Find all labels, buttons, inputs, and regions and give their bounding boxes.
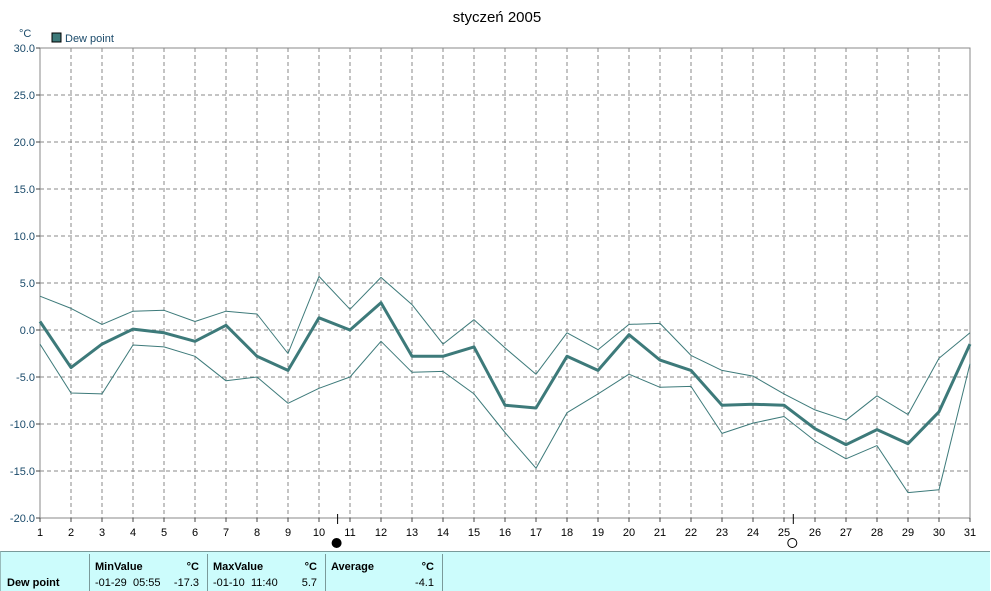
- x-tick-label: 3: [99, 527, 105, 539]
- stat-max: MaxValue °C -01-10 11:40 5.7: [208, 552, 325, 591]
- x-tick-label: 11: [344, 527, 355, 539]
- x-tick-label: 2: [68, 527, 74, 539]
- x-tick-label: 12: [375, 527, 387, 539]
- new-moon-icon: [787, 538, 798, 548]
- stats-panel: Dew point MinValue °C -01-29 05:55 -17.3…: [0, 551, 990, 591]
- avg-label: Average: [331, 561, 375, 573]
- x-tick-label: 10: [313, 527, 325, 539]
- legend-swatch: [51, 32, 62, 43]
- y-tick-label: 20.0: [14, 137, 35, 149]
- full-moon-icon: [331, 538, 342, 548]
- avg-value: -4.1: [415, 577, 434, 589]
- x-tick-label: 9: [285, 527, 291, 539]
- stat-average: Average °C -4.1: [326, 552, 442, 591]
- y-axis-unit: °C: [19, 28, 31, 40]
- x-tick-label: 14: [437, 527, 449, 539]
- x-tick-label: 19: [592, 527, 604, 539]
- x-tick-label: 13: [406, 527, 418, 539]
- x-tick-label: 8: [254, 527, 260, 539]
- series-line-max: [39, 275, 971, 421]
- min-time: 05:55: [133, 577, 161, 589]
- y-tick-label: -5.0: [16, 372, 35, 384]
- x-tick-label: 29: [902, 527, 914, 539]
- x-tick-label: 7: [223, 527, 229, 539]
- x-tick-label: 30: [933, 527, 945, 539]
- max-unit: °C: [304, 561, 317, 573]
- x-tick-label: 24: [747, 527, 759, 539]
- y-tick-label: 30.0: [14, 43, 35, 55]
- x-tick-label: 26: [809, 527, 821, 539]
- min-label: MinValue: [95, 561, 143, 573]
- x-tick-label: 16: [499, 527, 511, 539]
- y-tick-label: -20.0: [10, 513, 35, 525]
- x-tick-label: 22: [685, 527, 697, 539]
- x-tick-label: 21: [654, 527, 666, 539]
- series-lines: [38, 275, 972, 494]
- y-tick-label: 0.0: [20, 325, 35, 337]
- y-tick-label: 25.0: [14, 90, 35, 102]
- min-unit: °C: [186, 561, 199, 573]
- y-tick-label: -10.0: [10, 419, 35, 431]
- x-tick-label: 25: [778, 527, 790, 539]
- chart-title: styczeń 2005: [453, 9, 541, 26]
- y-tick-label: 5.0: [20, 278, 35, 290]
- x-tick-label: 18: [561, 527, 573, 539]
- x-tick-label: 4: [130, 527, 136, 539]
- x-tick-label: 6: [192, 527, 198, 539]
- min-date: -01-29: [95, 577, 127, 589]
- legend-label: Dew point: [65, 33, 114, 45]
- stat-min: MinValue °C -01-29 05:55 -17.3: [90, 552, 207, 591]
- max-label: MaxValue: [213, 561, 264, 573]
- y-tick-label: 10.0: [14, 231, 35, 243]
- x-tick-label: 23: [716, 527, 728, 539]
- x-tick-label: 17: [530, 527, 542, 539]
- avg-unit: °C: [421, 561, 434, 573]
- x-axis: 1 2 3 4 5 6 7 8 9 10 11 12 13 14 15 16 17 18 19 20 21 22 23 24 2…: [37, 518, 976, 539]
- stats-row-label: Dew point: [7, 577, 60, 589]
- x-tick-label: 28: [871, 527, 883, 539]
- grid: [40, 48, 970, 518]
- y-axis: 30.0 25.0 20.0 15.0 10.0 5.0 0.0 -5.0 -10.0 -15.0…: [10, 43, 40, 525]
- x-tick-label: 15: [468, 527, 480, 539]
- series-line-min: [39, 340, 971, 494]
- x-tick-label: 31: [964, 527, 976, 539]
- chart: styczeń 2005 °C Dew point 30.025.020.015…: [10, 9, 976, 548]
- y-tick-label: -15.0: [10, 466, 35, 478]
- moon-phases: [331, 514, 798, 548]
- max-date: -01-10: [213, 577, 245, 589]
- y-tick-label: 15.0: [14, 184, 35, 196]
- x-tick-label: 27: [840, 527, 852, 539]
- x-tick-label: 1: [37, 527, 43, 539]
- max-value: 5.7: [301, 577, 317, 589]
- max-time: 11:40: [251, 577, 278, 589]
- min-value: -17.3: [173, 577, 199, 589]
- x-tick-label: 5: [161, 527, 167, 539]
- series-line-average: [38, 301, 972, 447]
- x-tick-label: 20: [623, 527, 635, 539]
